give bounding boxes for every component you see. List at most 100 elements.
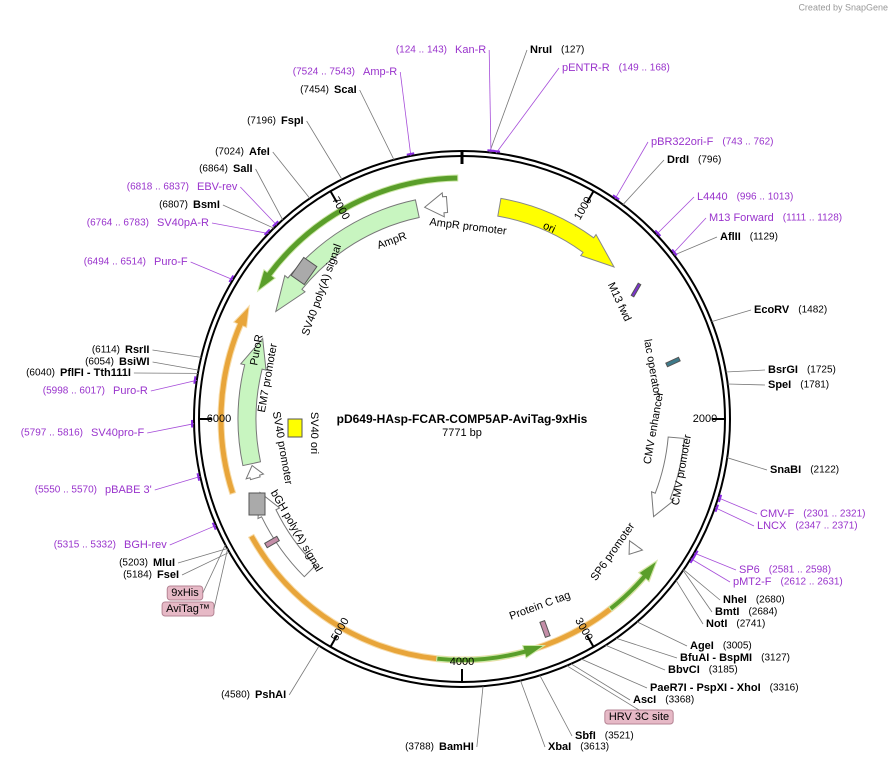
site-position: (2680)	[756, 595, 785, 606]
site-name: BbvCI	[668, 664, 700, 676]
primer-range: (6764 .. 6783)	[87, 218, 149, 229]
primer-name: SV40pA-R	[157, 217, 209, 229]
site-position: (3005)	[723, 641, 752, 652]
primer-range: (2301 .. 2321)	[803, 509, 865, 520]
site-position: (7454)	[300, 85, 329, 96]
site-position: (1482)	[798, 305, 827, 316]
primer-range: (2347 .. 2371)	[795, 521, 857, 532]
primer-leader	[190, 261, 234, 281]
orf-highlight	[217, 304, 250, 496]
primer-mark	[196, 473, 201, 481]
primer-leader	[690, 558, 731, 583]
site-leader	[675, 580, 704, 625]
site-position: (3521)	[605, 731, 634, 742]
site-position: (6114)	[92, 345, 120, 356]
feature-sv40-polya	[290, 256, 318, 286]
primer-name: CMV-F	[760, 508, 795, 520]
site-leader	[489, 49, 528, 153]
site-position: (3368)	[665, 695, 694, 706]
primer-name: Puro-F	[154, 256, 188, 268]
primer-leader	[150, 379, 197, 392]
primer-range: (2612 .. 2631)	[781, 577, 843, 588]
primer-name: pMT2-F	[733, 576, 772, 588]
primer-range: (5315 .. 5332)	[54, 540, 116, 551]
site-leader	[181, 551, 230, 576]
credit: Created by SnapGene	[798, 2, 888, 12]
tag-leader	[202, 544, 226, 594]
site-name: BsmI	[193, 199, 220, 211]
primer-leader	[693, 552, 737, 571]
feature-sv40-promoter	[257, 491, 317, 578]
site-leader	[539, 675, 573, 737]
site-name: SpeI	[768, 379, 791, 391]
site-leader	[725, 369, 766, 373]
site-leader	[255, 168, 284, 221]
feature-label: Protein C tag	[508, 589, 572, 622]
primer-mark	[654, 229, 662, 237]
primer-range: (5550 .. 5570)	[35, 485, 97, 496]
site-name: NruI	[530, 44, 552, 56]
site-name: SnaBI	[770, 464, 801, 476]
site-name: PshAI	[255, 689, 286, 701]
site-leader	[727, 383, 766, 386]
primer-name: L4440	[697, 191, 728, 203]
site-position: (2122)	[810, 465, 839, 476]
primer-mark	[272, 220, 279, 228]
primer-name: Amp-R	[363, 66, 397, 78]
primer-mark	[671, 248, 678, 257]
site-leader	[177, 548, 228, 564]
site-name: BsiWI	[119, 356, 150, 368]
site-name: SbfI	[575, 730, 596, 742]
site-name: DrdI	[667, 154, 689, 166]
site-position: (127)	[561, 45, 584, 56]
feature-label: PuroR	[248, 334, 265, 367]
site-leader	[682, 570, 713, 613]
primer-name: BGH-rev	[124, 539, 167, 551]
feature-label: SV40 ori	[308, 412, 320, 454]
tag-label: 9xHis	[171, 587, 199, 599]
feature-label: AmpR promoter	[429, 216, 508, 237]
primer-range: (124 .. 143)	[396, 45, 447, 56]
site-leader	[152, 361, 199, 371]
primer-leader	[169, 525, 217, 546]
primer-range: (996 .. 1013)	[737, 192, 794, 203]
primer-leader	[495, 67, 560, 154]
site-position: (6807)	[159, 200, 188, 211]
primer-leader	[714, 507, 755, 527]
primer-name: pENTR-R	[562, 62, 610, 74]
primer-range: (149 .. 168)	[619, 63, 670, 74]
primer-name: Puro-R	[113, 385, 148, 397]
site-position: (4580)	[221, 690, 250, 701]
site-name: BmtI	[715, 606, 739, 618]
site-leader	[615, 637, 678, 659]
site-name: FspI	[281, 115, 304, 127]
site-name: AscI	[633, 694, 656, 706]
site-position: (3788)	[405, 742, 434, 753]
site-name: NheI	[723, 594, 747, 606]
primer-name: SP6	[739, 564, 760, 576]
primer-mark	[228, 275, 235, 283]
site-leader	[152, 349, 202, 358]
feature-label: ori	[541, 220, 557, 236]
site-leader	[272, 151, 311, 199]
primer-leader	[399, 71, 412, 156]
primer-range: (743 .. 762)	[722, 137, 773, 148]
plasmid-title: pD649-HAsp-FCAR-COMP5AP-AviTag-9xHis	[337, 412, 588, 426]
primer-range: (5797 .. 5816)	[21, 428, 83, 439]
ruler-tick	[586, 190, 595, 203]
site-name: RsrII	[125, 344, 149, 356]
primer-leader	[672, 217, 707, 254]
ruler-tick	[586, 635, 595, 648]
site-position: (2684)	[748, 607, 777, 618]
site-position: (2741)	[736, 619, 765, 630]
primer-range: (7524 .. 7543)	[293, 67, 355, 78]
ruler-tick	[329, 635, 338, 648]
primer-name: M13 Forward	[709, 212, 774, 224]
ruler-label: 4000	[450, 656, 474, 668]
primer-range: (2581 .. 2598)	[769, 565, 831, 576]
site-position: (7196)	[247, 116, 276, 127]
site-leader	[222, 204, 274, 229]
feature-label: M13 fwd	[605, 281, 633, 324]
